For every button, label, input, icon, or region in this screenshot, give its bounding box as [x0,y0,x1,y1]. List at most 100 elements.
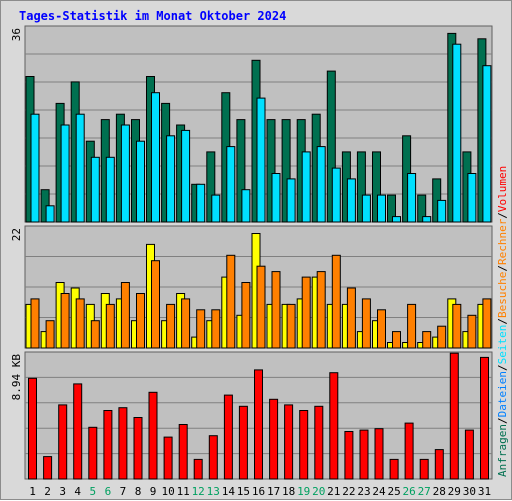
x-tick-label-20: 20 [312,485,325,498]
x-tick-label-25: 25 [387,485,400,498]
bar-dateien-17 [271,173,281,223]
bar-volumen-6 [103,410,113,480]
bar-dateien-21 [331,167,341,223]
bar-besuche-27 [422,331,432,349]
x-tick-label-17: 17 [267,485,280,498]
bar-volumen-7 [118,407,128,480]
bar-volumen-10 [163,436,173,480]
bar-besuche-26 [407,303,417,349]
bar-volumen-9 [148,391,158,480]
bar-besuche-2 [45,320,55,349]
bar-besuche-8 [136,293,145,349]
ymax-label-bottom: 8.94 KB [10,354,23,401]
x-tick-label-30: 30 [463,485,476,498]
legend-label-1: / [496,417,509,424]
bar-volumen-19 [299,410,309,480]
right-legend: Anfragen/Dateien/Seiten/Besuche/Rechner/… [496,166,509,477]
bar-dateien-20 [316,146,326,223]
bar-volumen-14 [223,394,233,480]
x-tick-label-3: 3 [59,485,66,498]
bar-dateien-30 [467,173,477,223]
bar-dateien-13 [211,194,221,223]
bar-dateien-28 [437,199,447,223]
bar-volumen-29 [449,352,459,480]
bar-besuche-13 [211,309,221,349]
bar-anfragen-15 [236,119,246,223]
bar-volumen-17 [269,398,279,480]
bar-dateien-14 [226,146,236,223]
x-tick-label-5: 5 [89,485,96,498]
ymax-label-top: 36 [10,28,23,41]
bar-dateien-4 [75,113,85,223]
x-tick-label-21: 21 [327,485,340,498]
x-tick-label-16: 16 [252,485,265,498]
bar-dateien-25 [392,216,401,223]
bar-volumen-30 [464,429,474,480]
bar-dateien-18 [286,178,296,223]
bar-dateien-5 [90,156,100,223]
bar-volumen-5 [88,426,98,480]
bar-dateien-29 [452,43,462,223]
x-tick-label-1: 1 [29,485,36,498]
bar-volumen-11 [178,424,188,480]
bar-dateien-3 [60,124,70,223]
bar-besuche-12 [196,309,206,349]
bar-volumen-28 [434,449,444,480]
x-tick-label-15: 15 [237,485,250,498]
x-tick-label-26: 26 [402,485,415,498]
x-tick-label-4: 4 [74,485,81,498]
bar-besuche-29 [452,303,462,349]
bar-anfragen-18 [281,119,291,223]
bar-besuche-16 [256,265,266,349]
bar-volumen-8 [133,417,143,480]
bar-dateien-7 [120,124,130,223]
bar-dateien-27 [422,216,432,223]
x-tick-label-9: 9 [150,485,157,498]
bar-anfragen-17 [266,119,276,223]
bar-dateien-10 [166,135,176,223]
bar-volumen-15 [238,405,248,480]
bar-besuche-19 [301,276,311,349]
bar-dateien-11 [181,129,191,223]
bar-besuche-9 [151,260,160,349]
bar-dateien-15 [241,189,251,223]
x-tick-label-22: 22 [342,485,355,498]
bar-besuche-3 [60,293,70,349]
x-tick-label-28: 28 [433,485,446,498]
bar-besuche-7 [120,282,130,349]
bar-besuche-10 [166,303,176,349]
bar-besuche-31 [482,298,492,349]
x-tick-label-6: 6 [105,485,112,498]
bar-dateien-26 [407,173,417,223]
legend-label-8: Rechner [496,218,509,265]
bar-volumen-25 [389,458,399,480]
x-tick-label-11: 11 [177,485,190,498]
chart-title: Tages-Statistik im Monat Oktober 2024 [19,9,286,23]
x-tick-label-12: 12 [192,485,205,498]
bar-dateien-19 [301,151,311,223]
bar-anfragen-24 [372,151,381,223]
x-tick-label-31: 31 [478,485,491,498]
bar-besuche-28 [437,325,447,349]
bar-besuche-25 [392,331,401,349]
bar-volumen-22 [344,431,354,480]
bar-volumen-20 [314,405,324,480]
legend-label-3: / [496,364,509,371]
bar-dateien-6 [105,156,115,223]
bar-besuche-5 [90,320,100,349]
x-tick-label-13: 13 [207,485,220,498]
bar-volumen-23 [359,429,369,480]
bar-besuche-23 [361,298,371,349]
bar-besuche-20 [316,271,326,349]
bar-anfragen-13 [206,151,216,223]
legend-label-9: / [496,212,509,219]
bar-volumen-2 [43,456,53,480]
x-tick-label-14: 14 [222,485,236,498]
bar-anfragen-27 [417,194,427,223]
bar-besuche-21 [331,254,341,349]
legend-label-2: Dateien [496,371,509,417]
bar-dateien-22 [346,178,356,223]
bar-besuche-1 [30,298,40,349]
bar-volumen-1 [28,377,37,480]
